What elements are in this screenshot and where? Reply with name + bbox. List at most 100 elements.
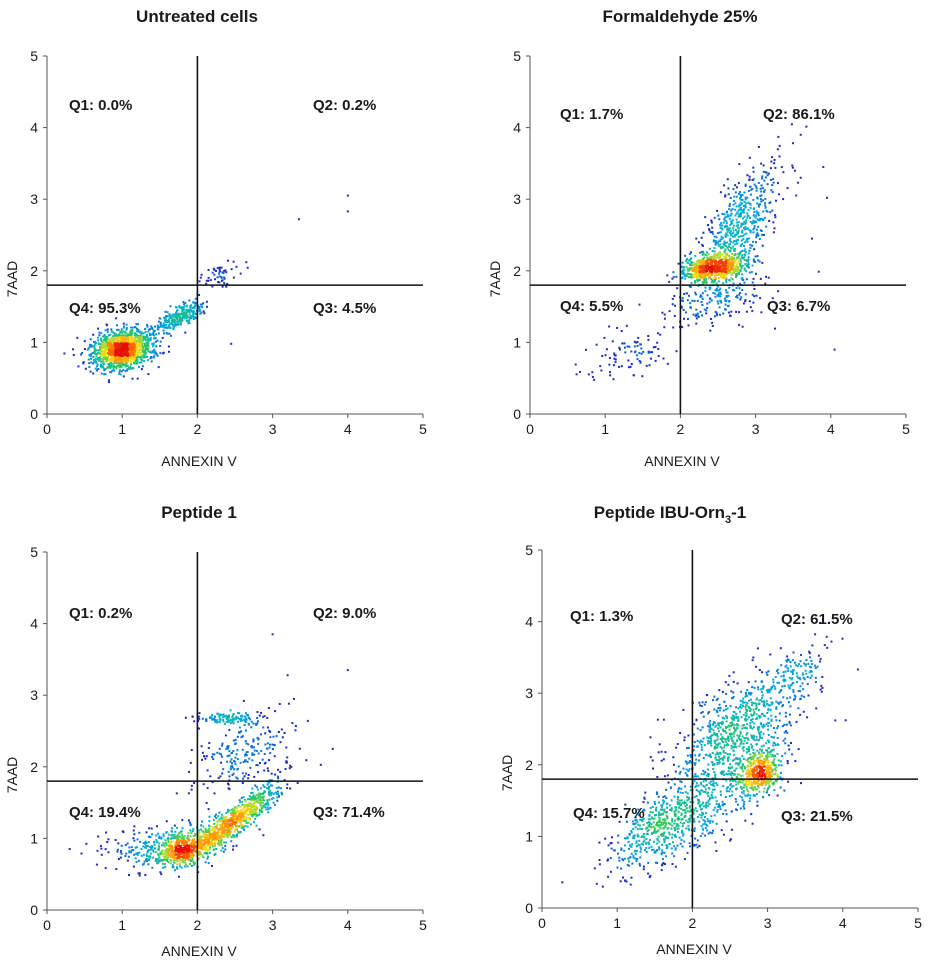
event-point [702, 258, 705, 261]
event-point [164, 326, 167, 329]
event-point [696, 299, 699, 302]
event-point [253, 797, 256, 800]
event-point [711, 268, 714, 271]
event-point [191, 849, 194, 852]
event-point [82, 361, 85, 364]
event-point [140, 357, 142, 359]
event-point [760, 311, 763, 314]
event-point [735, 266, 738, 269]
event-point [792, 142, 794, 145]
event-point [97, 342, 100, 345]
event-point [250, 812, 253, 815]
event-point [149, 337, 152, 340]
event-point [100, 342, 103, 345]
event-point [686, 274, 689, 277]
event-point [172, 323, 175, 326]
event-point [619, 348, 621, 351]
event-point [152, 850, 155, 853]
event-point [239, 812, 242, 815]
event-point [735, 195, 738, 198]
event-point [778, 155, 781, 158]
event-point [757, 182, 760, 184]
event-point [218, 747, 221, 750]
event-point [121, 354, 124, 357]
event-point [286, 756, 289, 759]
event-point [616, 327, 619, 329]
event-point [725, 295, 728, 297]
event-point [700, 295, 703, 298]
event-point [689, 276, 692, 279]
event-point [260, 749, 263, 752]
event-point [719, 291, 722, 294]
event-point [765, 209, 768, 212]
event-point [149, 836, 152, 838]
event-point [225, 812, 228, 815]
event-point [270, 772, 273, 775]
event-point [202, 844, 205, 846]
event-point [741, 231, 744, 234]
event-point [271, 784, 274, 787]
x-tick: 2 [194, 421, 202, 437]
event-point [721, 253, 724, 256]
event-point [811, 237, 813, 240]
event-point [663, 326, 666, 329]
event-point [176, 317, 178, 320]
event-point [213, 792, 216, 795]
event-point [105, 340, 108, 343]
event-point [741, 202, 743, 205]
event-point [689, 273, 692, 276]
event-point [176, 316, 179, 319]
event-point [176, 860, 179, 863]
y-tick: 1 [513, 334, 521, 350]
event-point [163, 844, 165, 847]
event-point [211, 781, 214, 784]
event-point [109, 342, 112, 345]
event-point [717, 240, 720, 243]
event-point [241, 800, 244, 803]
event-point [601, 355, 604, 357]
event-point [739, 196, 742, 199]
event-point [719, 243, 722, 246]
event-point [137, 342, 140, 345]
event-point [172, 856, 174, 859]
event-point [183, 860, 186, 863]
event-point [223, 828, 226, 831]
event-point [748, 178, 751, 181]
event-point [169, 305, 172, 308]
event-point [151, 866, 154, 869]
event-point [155, 352, 158, 355]
event-point [252, 738, 255, 741]
event-point [136, 330, 138, 333]
event-point [263, 786, 266, 788]
event-point [642, 350, 645, 353]
event-point [159, 853, 162, 856]
event-point [751, 264, 754, 267]
event-point [204, 838, 207, 841]
event-point [738, 258, 741, 261]
y-axis-label: 7AAD [487, 261, 503, 298]
event-point [707, 266, 710, 269]
event-point [230, 827, 233, 829]
event-point [574, 363, 577, 366]
event-point [157, 854, 160, 857]
event-point [319, 763, 322, 766]
event-point [125, 350, 128, 353]
event-point [703, 265, 706, 268]
event-point [673, 314, 676, 317]
event-point [752, 228, 755, 231]
event-point [93, 359, 96, 362]
event-point [753, 227, 756, 230]
event-point [133, 353, 135, 356]
event-point [740, 208, 742, 211]
event-point [119, 344, 122, 347]
event-point [107, 364, 110, 367]
event-point [707, 224, 709, 227]
event-point [109, 347, 112, 349]
event-point [633, 351, 636, 354]
event-point [729, 258, 732, 260]
event-point [140, 335, 143, 338]
event-point [223, 841, 226, 844]
event-point [251, 759, 254, 762]
event-point [155, 834, 158, 837]
event-point [221, 285, 224, 288]
